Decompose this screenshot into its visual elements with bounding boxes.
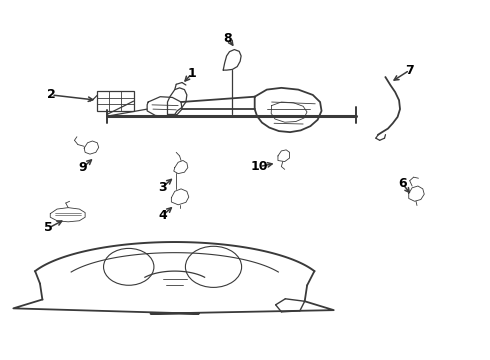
Text: 4: 4 <box>158 209 167 222</box>
Text: 9: 9 <box>78 161 87 174</box>
Text: 1: 1 <box>187 67 196 80</box>
Text: 7: 7 <box>405 64 414 77</box>
Text: 2: 2 <box>47 89 55 102</box>
Text: 5: 5 <box>45 221 53 234</box>
Text: 6: 6 <box>398 177 407 190</box>
Bar <box>97 91 134 111</box>
Text: 8: 8 <box>224 32 232 45</box>
Text: 3: 3 <box>158 181 167 194</box>
Text: 10: 10 <box>251 160 269 173</box>
